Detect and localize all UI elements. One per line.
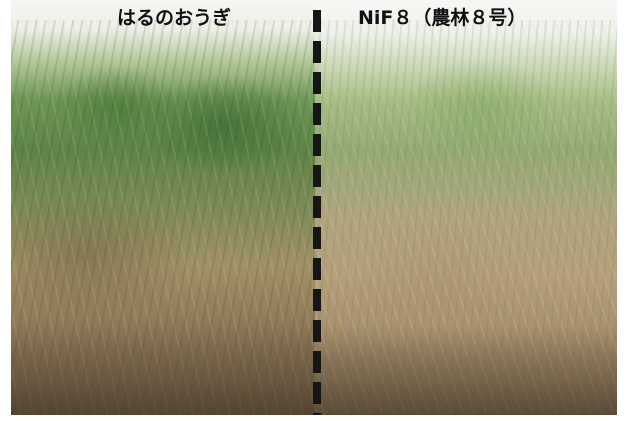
- left-variety-label: はるのおうぎ: [117, 7, 232, 29]
- left-variety-photo: [11, 0, 315, 415]
- dashed-divider-line: [313, 10, 321, 415]
- right-variety-photo: [315, 0, 617, 415]
- left-ground-litter: [11, 325, 315, 415]
- field-photo: [11, 0, 617, 415]
- right-variety-label: NiF８（農林８号）: [358, 7, 527, 29]
- right-ground-litter: [315, 325, 617, 415]
